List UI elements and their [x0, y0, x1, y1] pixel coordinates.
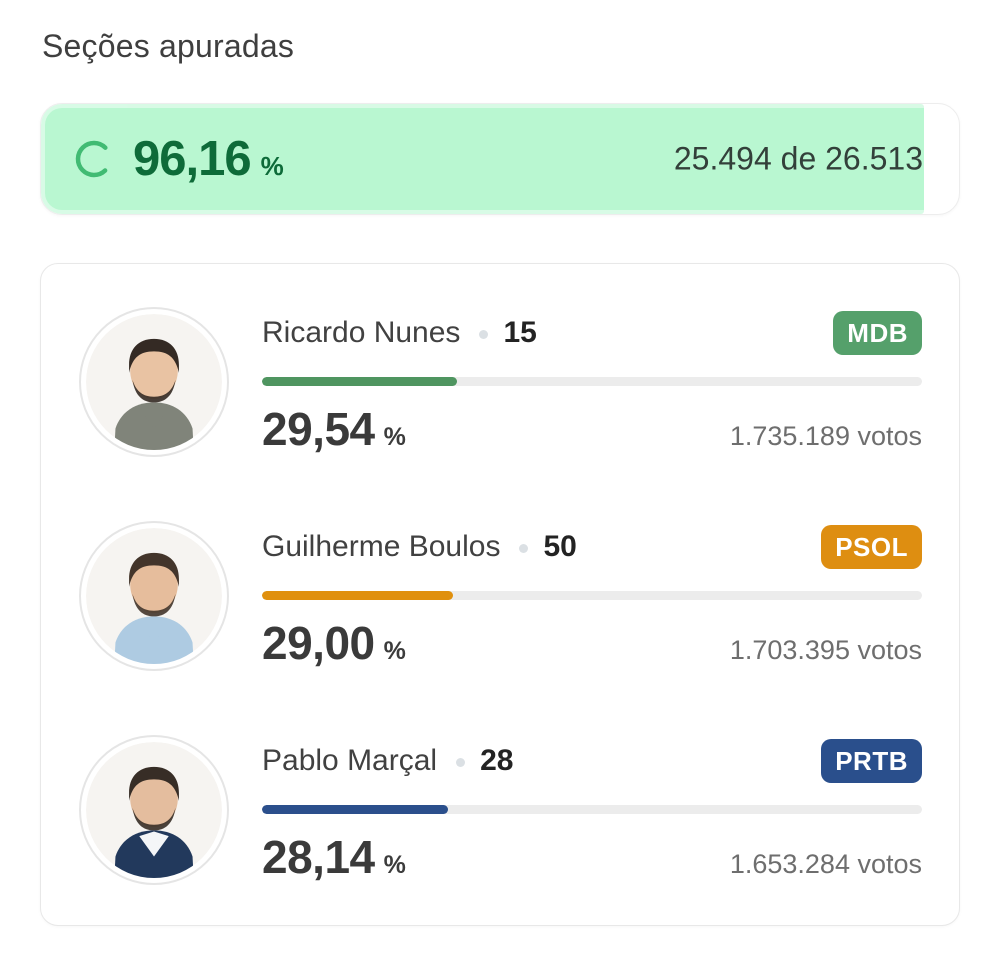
- candidate-row: Ricardo Nunes 15 MDB 29,54 % 1.735.189 v…: [79, 307, 922, 457]
- election-results-panel: Seções apuradas 96,16 % 25.494 de 26.513: [0, 28, 1000, 926]
- vote-percent: 29,00: [262, 617, 375, 669]
- sections-counted-content: 96,16 %: [41, 104, 959, 214]
- percent-symbol: %: [383, 851, 406, 879]
- party-badge: PRTB: [821, 739, 922, 783]
- candidate-info: Ricardo Nunes 15 MDB 29,54 % 1.735.189 v…: [262, 307, 922, 457]
- percent-symbol: %: [383, 423, 406, 451]
- candidate-name: Pablo Marçal: [262, 744, 438, 777]
- candidate-row: Pablo Marçal 28 PRTB 28,14 % 1.653.284 v…: [79, 735, 922, 885]
- ballot-number: 15: [503, 316, 537, 349]
- vote-progress-track: [262, 591, 922, 600]
- candidate-name: Ricardo Nunes: [262, 316, 461, 349]
- person-photo-icon: [86, 742, 222, 878]
- separator-dot-icon: [519, 544, 529, 553]
- page-title: Seções apuradas: [42, 28, 295, 64]
- ballot-number: 50: [543, 530, 577, 563]
- vote-count: 1.653.284 votos: [729, 849, 922, 879]
- loader-icon: [75, 140, 113, 178]
- sections-counted-banner: 96,16 % 25.494 de 26.513: [40, 103, 960, 215]
- party-badge: MDB: [833, 311, 922, 355]
- vote-count: 1.735.189 votos: [729, 421, 922, 451]
- vote-percent: 28,14: [262, 831, 375, 883]
- ballot-number: 28: [480, 744, 514, 777]
- percent-symbol: %: [383, 637, 406, 665]
- vote-percent: 29,54: [262, 403, 375, 455]
- avatar: [79, 521, 229, 671]
- sections-progress-fill: [41, 104, 924, 214]
- sections-counted-percent: 96,16: [133, 132, 252, 186]
- vote-progress-track: [262, 377, 922, 386]
- candidate-info: Pablo Marçal 28 PRTB 28,14 % 1.653.284 v…: [262, 735, 922, 885]
- vote-count: 1.703.395 votos: [729, 635, 922, 665]
- vote-progress-fill: [262, 805, 448, 814]
- percent-symbol: %: [260, 151, 284, 181]
- sections-counted-percent-group: 96,16 %: [133, 131, 284, 187]
- candidate-row: Guilherme Boulos 50 PSOL 29,00 % 1.703.3…: [79, 521, 922, 671]
- vote-progress-track: [262, 805, 922, 814]
- avatar: [79, 735, 229, 885]
- separator-dot-icon: [456, 758, 466, 767]
- vote-progress-fill: [262, 377, 457, 386]
- candidate-info: Guilherme Boulos 50 PSOL 29,00 % 1.703.3…: [262, 521, 922, 671]
- avatar: [79, 307, 229, 457]
- candidate-name: Guilherme Boulos: [262, 530, 501, 563]
- sections-counted-ratio: 25.494 de 26.513: [673, 140, 923, 177]
- separator-dot-icon: [479, 330, 489, 339]
- person-photo-icon: [86, 528, 222, 664]
- party-badge: PSOL: [821, 525, 922, 569]
- vote-progress-fill: [262, 591, 454, 600]
- results-card: Ricardo Nunes 15 MDB 29,54 % 1.735.189 v…: [40, 263, 960, 926]
- person-photo-icon: [86, 314, 222, 450]
